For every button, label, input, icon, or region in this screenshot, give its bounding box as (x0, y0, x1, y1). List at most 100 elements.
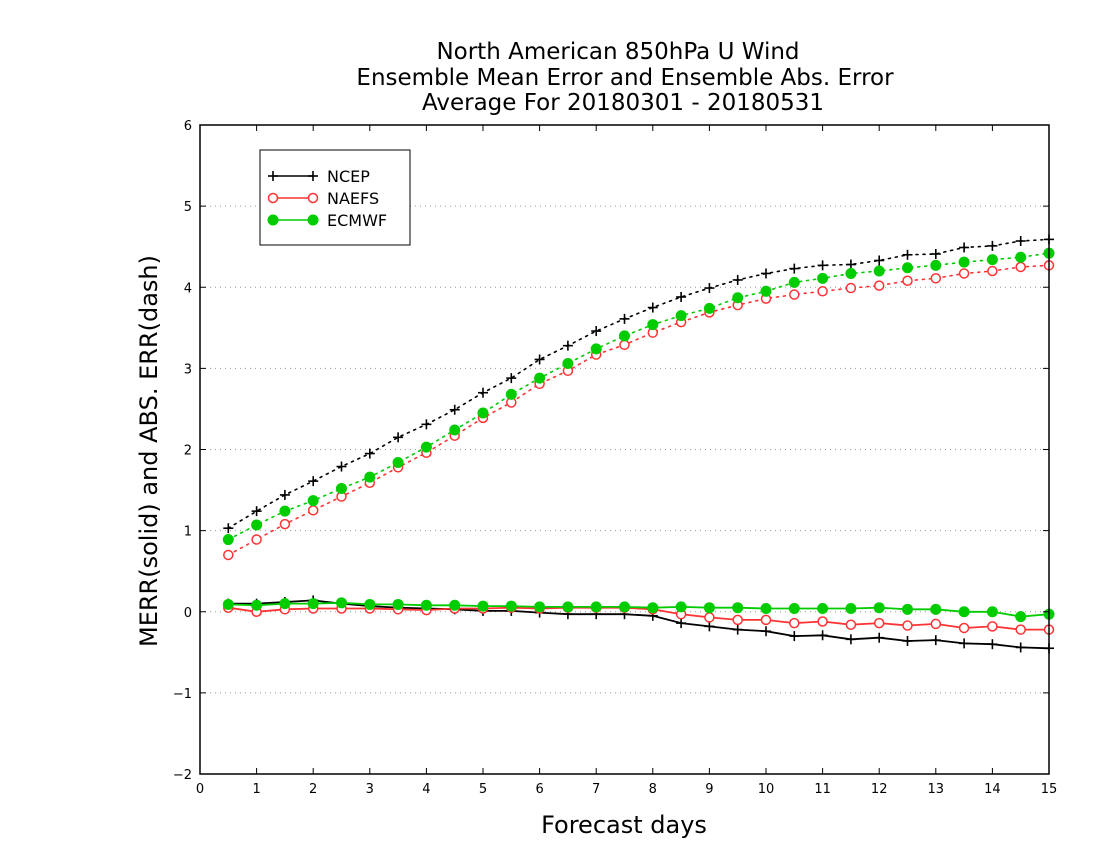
ncep-abs-error-point (223, 523, 234, 534)
ecmwf-mean-error-point (902, 603, 913, 615)
ecmwf-abs-error-point (930, 259, 942, 271)
ecmwf-mean-error-point (647, 602, 659, 614)
ecmwf-mean-error-point (675, 601, 687, 613)
ecmwf-mean-error-point (703, 602, 715, 614)
legend: NCEP NAEFS ECMWF (259, 149, 411, 246)
ncep-abs-error-point (987, 240, 998, 251)
ecmwf-abs-error-point (647, 319, 659, 331)
naefs-abs-error-point (223, 549, 234, 561)
x-tick-label: 1 (252, 782, 260, 797)
ncep-abs-error-point (704, 283, 715, 294)
ncep-abs-error-point (902, 249, 913, 260)
ecmwf-abs-error-point (420, 441, 432, 453)
ecmwf-abs-error-point (590, 343, 602, 355)
naefs-abs-error-point (619, 339, 630, 351)
ecmwf-abs-error-point (562, 358, 574, 370)
ncep-abs-error-point (562, 340, 573, 351)
ecmwf-mean-error-series (222, 597, 1055, 623)
naefs-mean-error-point (760, 614, 772, 626)
ecmwf-mean-error-point (477, 600, 489, 612)
y-tick-label: 2 (184, 444, 192, 459)
x-axis-label: Forecast days (541, 811, 707, 839)
naefs-mean-error-point (958, 622, 970, 634)
ncep-abs-error-point (279, 489, 290, 500)
ecmwf-mean-error-point (873, 602, 885, 614)
naefs-abs-error-point (873, 280, 885, 291)
ecmwf-mean-error-point (251, 599, 263, 611)
naefs-abs-error-point (789, 289, 800, 300)
x-tick-label: 14 (984, 782, 1001, 797)
legend-entry-naefs: NAEFS (267, 189, 379, 208)
y-tick-label: 6 (184, 119, 192, 134)
x-tick-label: 3 (366, 782, 374, 797)
ncep-abs-error-point (449, 404, 460, 415)
ecmwf-mean-error-point (958, 606, 970, 618)
ncep-abs-error-point (732, 274, 743, 285)
y-axis-label: MERR(solid) and ABS. ERR(dash) (135, 255, 163, 647)
naefs-mean-error-point (789, 617, 800, 629)
ncep-mean-error-point (845, 634, 856, 645)
ncep-abs-error-point (761, 268, 771, 279)
legend-marker (307, 192, 319, 204)
x-tick-label: 7 (592, 782, 600, 797)
ecmwf-mean-error-point (449, 599, 461, 611)
legend-marker (267, 192, 279, 204)
legend-label: NAEFS (327, 189, 379, 208)
naefs-abs-error-line (227, 264, 1050, 556)
legend-marker (308, 171, 318, 181)
ecmwf-abs-error-point (222, 534, 234, 546)
chart-title: North American 850hPa U Wind Ensemble Me… (356, 39, 894, 116)
x-tick-label: 2 (309, 782, 317, 797)
ncep-mean-error-point (902, 635, 913, 646)
ecmwf-abs-error-point (251, 519, 263, 531)
y-tick-label: −1 (173, 687, 192, 702)
ecmwf-abs-error-point (958, 256, 970, 268)
naefs-abs-error-point (958, 268, 970, 279)
series-layer (222, 234, 1055, 654)
x-tick-label: 12 (871, 782, 888, 797)
x-tick-label: 6 (535, 782, 543, 797)
naefs-mean-error-point (704, 612, 715, 623)
naefs-mean-error-point (930, 618, 942, 630)
ncep-abs-error-point (364, 448, 375, 459)
ecmwf-abs-error-point (675, 310, 687, 322)
legend-label: ECMWF (327, 211, 387, 230)
ecmwf-abs-error-point (534, 372, 546, 384)
ecmwf-abs-error-point (449, 424, 461, 436)
x-tick-label: 15 (1041, 782, 1058, 797)
ecmwf-abs-error-line (227, 252, 1050, 541)
ecmwf-abs-error-point (477, 407, 489, 419)
ecmwf-mean-error-point (505, 600, 517, 612)
ecmwf-abs-error-point (817, 272, 829, 284)
ecmwf-mean-error-point (845, 603, 857, 615)
ecmwf-mean-error-point (760, 603, 772, 615)
naefs-abs-error-point (817, 286, 828, 297)
legend-entry-ecmwf: ECMWF (267, 211, 387, 230)
ecmwf-mean-error-point (420, 599, 432, 611)
ecmwf-mean-error-point (392, 598, 404, 610)
legend-marker (307, 214, 319, 226)
ncep-abs-error-point (647, 302, 658, 313)
naefs-abs-error-point (902, 275, 913, 287)
ecmwf-mean-error-point (307, 598, 319, 610)
x-tick-label: 11 (814, 782, 831, 797)
ncep-abs-error-point (817, 260, 828, 271)
ecmwf-mean-error-point (930, 603, 942, 615)
ecmwf-abs-error-point (986, 254, 998, 266)
ncep-abs-error-point (336, 461, 347, 472)
naefs-mean-error-point (817, 616, 828, 627)
legend-marker (267, 214, 279, 226)
naefs-abs-error-point (279, 518, 291, 530)
ncep-mean-error-point (959, 638, 970, 649)
x-tick-label: 10 (758, 782, 775, 797)
ncep-abs-error-point (478, 387, 488, 398)
ncep-abs-error-point (534, 354, 545, 365)
x-tick-label: 13 (928, 782, 945, 797)
y-tick-label: 4 (184, 281, 192, 296)
naefs-abs-error-point (251, 534, 262, 545)
naefs-abs-error-series (223, 260, 1055, 561)
y-tick-label: 1 (184, 525, 192, 540)
ncep-abs-error-line (227, 238, 1050, 530)
ecmwf-mean-error-point (222, 598, 234, 610)
ncep-abs-error-point (619, 313, 630, 324)
